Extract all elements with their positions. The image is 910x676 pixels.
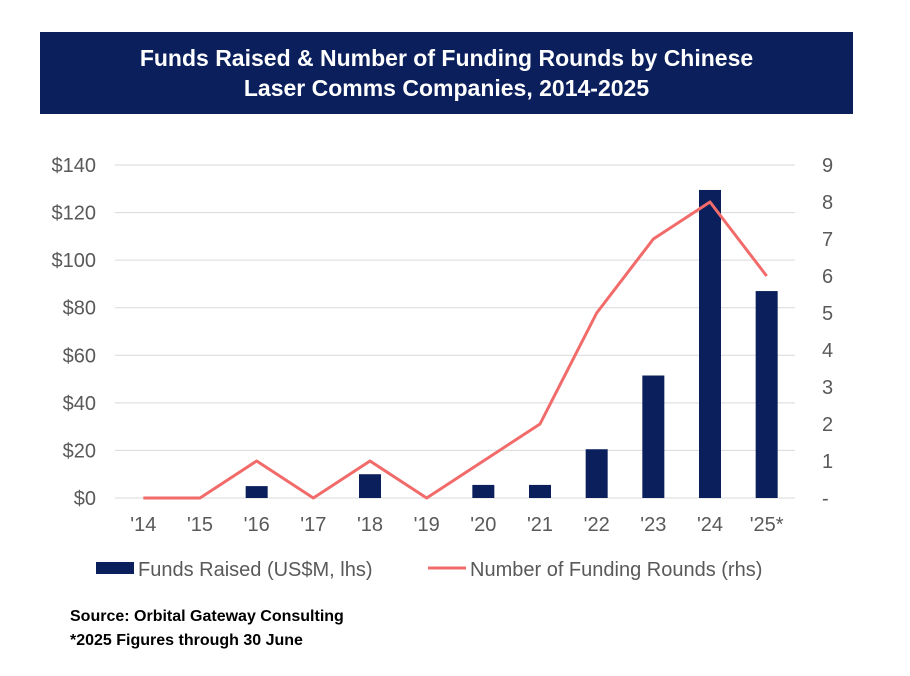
x-tick-label: '14 — [130, 514, 156, 536]
y-right-tick-label: 1 — [822, 451, 833, 473]
bar-funds-raised — [529, 484, 551, 498]
chart-title-line-1: Funds Raised & Number of Funding Rounds … — [139, 45, 754, 71]
x-tick-label: '20 — [470, 514, 496, 536]
bar-funds-raised — [472, 484, 495, 498]
y-right-tick-label: 3 — [822, 377, 833, 399]
x-tick-label: '18 — [357, 514, 383, 536]
x-tick-label: '22 — [584, 514, 610, 536]
x-tick-label: '15 — [187, 514, 213, 536]
bar-funds-raised — [755, 291, 778, 498]
y-right-tick-label: 2 — [822, 414, 833, 436]
footnote-2025: *2025 Figures through 30 June — [70, 632, 303, 649]
legend-label-funding-rounds: Number of Funding Rounds (rhs) — [470, 559, 762, 581]
legend-swatch-funds-raised — [96, 562, 134, 574]
y-left-tick-label: $140 — [52, 155, 97, 177]
y-left-tick-label: $40 — [63, 393, 96, 415]
x-tick-label: '23 — [640, 514, 666, 536]
y-right-tick-label: 9 — [822, 155, 833, 177]
x-tick-label: '21 — [527, 514, 553, 536]
line-funding-rounds — [143, 200, 768, 500]
bar-funds-raised — [245, 486, 268, 498]
chart-title-banner: Funds Raised & Number of Funding Rounds … — [40, 32, 853, 114]
bar-funds-raised — [585, 449, 608, 498]
source-note: Source: Orbital Gateway Consulting — [70, 608, 344, 625]
x-tick-label: '16 — [244, 514, 270, 536]
y-left-tick-label: $80 — [63, 298, 96, 320]
y-right-tick-label: - — [822, 488, 829, 510]
y-left-tick-label: $120 — [52, 203, 97, 225]
chart-title-line-2: Laser Comms Companies, 2014-2025 — [243, 75, 650, 101]
bar-funds-raised — [359, 474, 381, 498]
bar-funds-raised — [699, 189, 721, 498]
x-tick-label: '19 — [414, 514, 440, 536]
x-tick-label: '25* — [750, 514, 784, 536]
y-left-tick-label: $20 — [63, 440, 96, 462]
y-right-tick-label: 5 — [822, 303, 833, 325]
x-tick-label: '17 — [300, 514, 326, 536]
y-left-tick-label: $100 — [52, 250, 97, 272]
y-left-tick-label: $0 — [74, 488, 96, 510]
legend-label-funds-raised: Funds Raised (US$M, lhs) — [138, 559, 373, 581]
bar-funds-raised — [642, 375, 665, 498]
y-left-tick-label: $60 — [63, 345, 96, 367]
x-tick-label: '24 — [697, 514, 723, 536]
y-right-tick-label: 4 — [822, 340, 833, 362]
y-right-tick-label: 6 — [822, 266, 833, 288]
y-right-tick-label: 7 — [822, 229, 833, 251]
y-right-tick-label: 8 — [822, 192, 833, 214]
